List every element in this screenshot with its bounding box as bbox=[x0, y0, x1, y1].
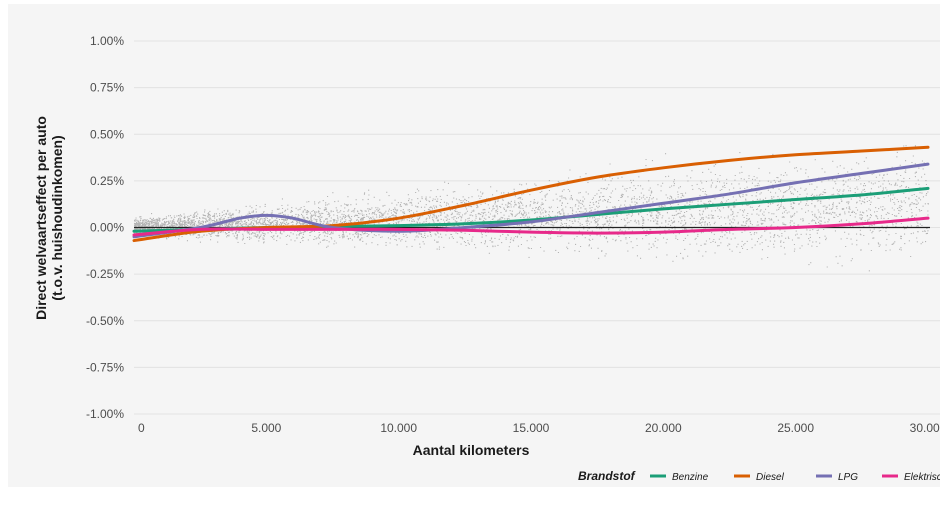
series-line-diesel bbox=[132, 145, 930, 243]
y-tick-labels: 1.00% 0.75% 0.50% 0.25% 0.00% -0.25% -0.50% -0.… bbox=[86, 34, 124, 421]
y-tick-label: -0.25% bbox=[86, 267, 124, 281]
x-tick-label: 15.000 bbox=[513, 421, 550, 435]
series-line-lpg bbox=[132, 162, 930, 239]
series-line-elektrisch bbox=[132, 216, 930, 237]
legend-title: Brandstof bbox=[578, 469, 636, 483]
legend-label-lpg: LPG bbox=[838, 472, 858, 483]
scatter-points bbox=[134, 145, 929, 272]
y-tick-label: 0.50% bbox=[90, 127, 124, 141]
y-tick-label: -1.00% bbox=[86, 407, 124, 421]
y-tick-label: -0.75% bbox=[86, 360, 124, 374]
legend-label-elektrisch: Elektrisch bbox=[904, 472, 940, 483]
y-axis-title-line-1: Direct welvaartseffect per auto bbox=[33, 116, 49, 320]
y-tick-label: -0.50% bbox=[86, 314, 124, 328]
x-tick-label: 20.000 bbox=[645, 421, 682, 435]
y-tick-label: 0.75% bbox=[90, 81, 124, 95]
x-tick-label: 5.000 bbox=[251, 421, 281, 435]
x-tick-label: 10.000 bbox=[380, 421, 417, 435]
x-tick-labels: 0 5.000 10.000 15.000 20.000 25.000 30.000 bbox=[138, 421, 947, 435]
chart-panel: 1.00% 0.75% 0.50% 0.25% 0.00% -0.25% -0.50% -0.… bbox=[8, 4, 948, 487]
scatter-point-cloud bbox=[134, 145, 929, 272]
legend-label-benzine: Benzine bbox=[672, 472, 709, 483]
legend: Brandstof Benzine Diesel LPG Elektrisch bbox=[578, 469, 948, 483]
chart: 1.00% 0.75% 0.50% 0.25% 0.00% -0.25% -0.50% -0.… bbox=[33, 34, 948, 483]
legend-label-diesel: Diesel bbox=[756, 472, 785, 483]
y-tick-label: 1.00% bbox=[90, 34, 124, 48]
series-curves bbox=[132, 145, 930, 243]
x-tick-label: 30.000 bbox=[910, 421, 940, 435]
y-axis-title-line-2: (t.o.v. huishoudinkomen) bbox=[49, 135, 65, 300]
x-tick-label: 25.000 bbox=[777, 421, 814, 435]
x-tick-label: 0 bbox=[138, 421, 145, 435]
y-tick-label: 0.25% bbox=[90, 174, 124, 188]
y-tick-label: 0.00% bbox=[90, 221, 124, 235]
x-axis-title: Aantal kilometers bbox=[413, 442, 530, 458]
